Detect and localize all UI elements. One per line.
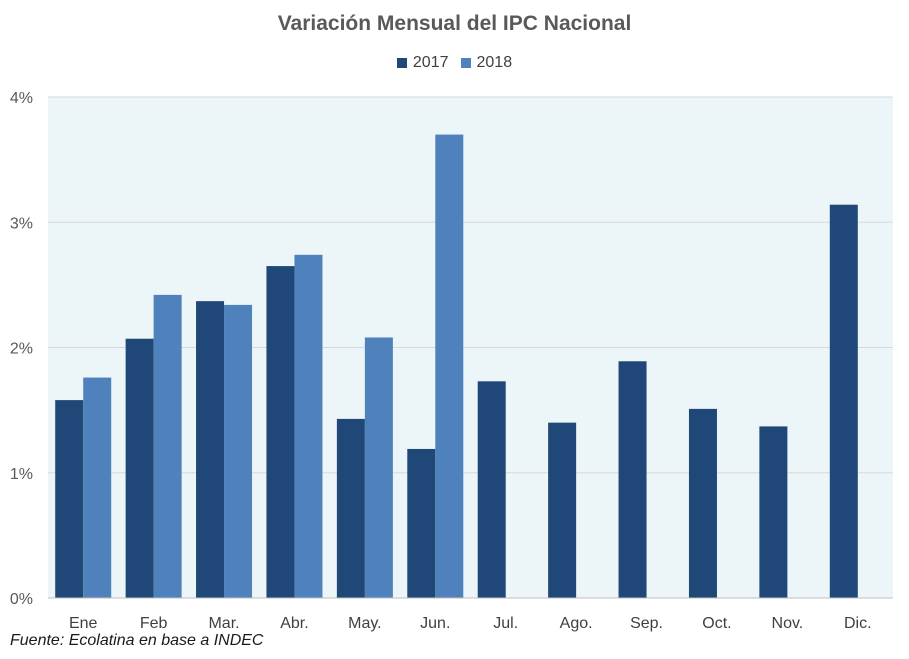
x-tick-label: Abr.: [280, 615, 308, 632]
x-tick-label: Sep.: [630, 615, 663, 632]
y-tick-label: 0%: [10, 591, 33, 608]
bar-2017: [688, 408, 717, 598]
x-tick-label: Dic.: [844, 615, 872, 632]
legend-swatch-2018: [460, 58, 471, 68]
x-tick-label: Mar.: [208, 615, 239, 632]
bar-2017: [407, 448, 436, 598]
bar-2018: [294, 254, 323, 598]
legend-swatch-2017: [396, 58, 407, 68]
x-tick-label: Ene: [69, 615, 98, 632]
bar-2017: [618, 361, 647, 598]
bar-2017: [829, 204, 858, 598]
bar-2017: [548, 422, 577, 598]
chart-title: Variación Mensual del IPC Nacional: [277, 12, 632, 35]
legend-item-2017: 2017: [396, 54, 449, 72]
x-tick-label: Jul.: [493, 615, 518, 632]
legend: 2017 2018: [0, 54, 909, 72]
legend-label-2017: 2017: [412, 54, 449, 71]
bar-2017: [266, 266, 295, 598]
x-tick-label: Nov.: [772, 615, 804, 632]
x-tick-label: Feb: [140, 615, 168, 632]
y-tick-label: 4%: [10, 90, 33, 107]
x-tick-label: Ago.: [560, 615, 593, 632]
y-tick-label: 2%: [10, 341, 33, 358]
x-tick-label: Jun.: [420, 615, 450, 632]
bar-2017: [55, 400, 84, 598]
bar-2017: [759, 426, 788, 598]
bar-2018: [153, 294, 182, 598]
x-tick-label: Oct.: [702, 615, 731, 632]
bar-2017: [125, 338, 154, 598]
source-note: Fuente: Ecolatina en base a INDEC: [10, 632, 264, 649]
bar-2017: [336, 418, 365, 598]
x-tick-label: May.: [348, 615, 381, 632]
bar-2017: [477, 381, 506, 598]
legend-item-2018: 2018: [460, 54, 513, 72]
bar-2017: [196, 301, 225, 598]
bar-2018: [435, 134, 464, 598]
bar-2018: [364, 337, 393, 598]
bar-2018: [224, 304, 253, 598]
bar-2018: [83, 377, 112, 598]
legend-label-2018: 2018: [476, 54, 513, 71]
y-tick-label: 3%: [10, 215, 33, 232]
y-tick-label: 1%: [10, 466, 33, 483]
